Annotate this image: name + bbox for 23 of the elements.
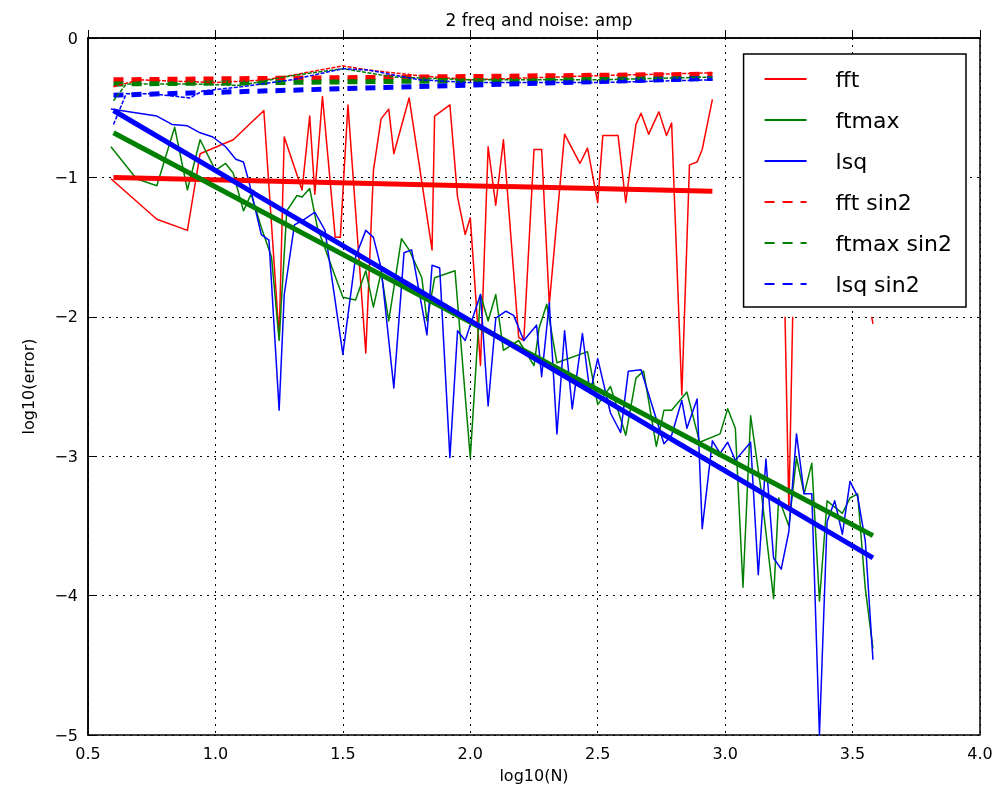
legend-label: lsq sin2 bbox=[835, 271, 920, 297]
y-tick-label: 0 bbox=[67, 28, 78, 48]
x-tick-label: 2.5 bbox=[584, 743, 611, 763]
legend-label: fft sin2 bbox=[835, 189, 912, 215]
legend-label: ftmax bbox=[835, 107, 900, 133]
chart-title: 2 freq and noise: amp bbox=[445, 9, 633, 30]
y-tick-label: −2 bbox=[54, 307, 78, 327]
y-tick-label: −1 bbox=[54, 167, 78, 187]
x-tick-label: 4.0 bbox=[967, 743, 993, 763]
legend-label: lsq bbox=[835, 148, 868, 174]
x-tick-label: 0.5 bbox=[75, 743, 101, 763]
y-tick-label: −3 bbox=[54, 446, 78, 466]
x-tick-label: 3.5 bbox=[839, 743, 866, 763]
x-tick-label: 2.0 bbox=[457, 743, 484, 763]
legend-label: ftmax sin2 bbox=[835, 230, 953, 256]
y-axis-title: log10(error) bbox=[18, 338, 38, 435]
y-tick-label: −4 bbox=[54, 586, 78, 606]
x-tick-label: 1.0 bbox=[202, 743, 229, 763]
legend-label: fft bbox=[835, 66, 860, 92]
x-tick-label: 3.0 bbox=[712, 743, 738, 763]
x-tick-label: 1.5 bbox=[330, 743, 356, 763]
x-axis-title: log10(N) bbox=[499, 765, 569, 785]
y-tick-label: −5 bbox=[54, 725, 78, 745]
